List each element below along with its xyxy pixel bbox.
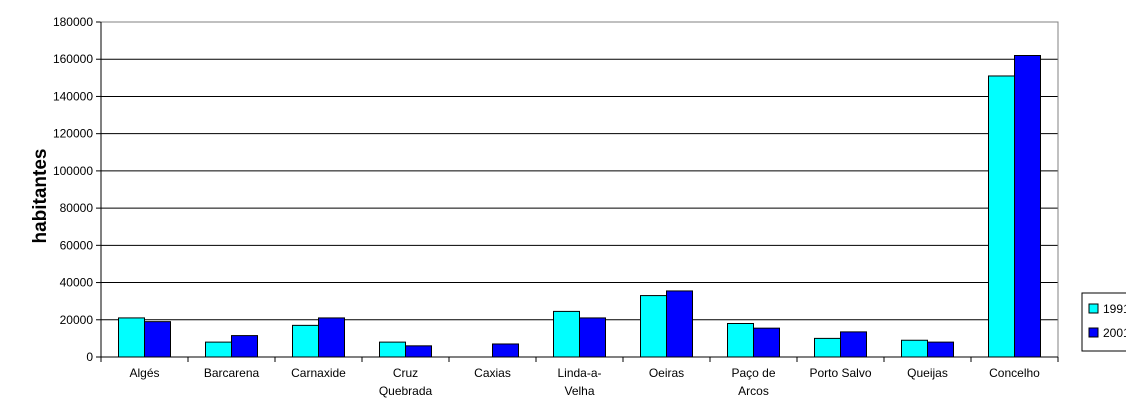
y-tick-labels: 0 20000 40000 60000 80000 100000 120000 140000 1… xyxy=(53,15,93,364)
y-tick-label: 60000 xyxy=(60,238,94,252)
y-tick-label: 140000 xyxy=(53,89,93,103)
bar-2001 xyxy=(753,327,780,358)
x-tick-label: Concelho xyxy=(989,366,1040,380)
y-tick-label: 120000 xyxy=(53,127,93,141)
bar-2001 xyxy=(666,290,693,358)
bar-2001 xyxy=(579,317,606,358)
bar-1991 xyxy=(727,323,754,358)
legend-swatch xyxy=(1088,327,1099,338)
bar-1991 xyxy=(118,317,145,358)
bar-2001 xyxy=(1014,55,1041,358)
plot-area-border xyxy=(100,21,1059,358)
bar-2001 xyxy=(927,341,954,358)
bar-1991 xyxy=(205,341,232,358)
bar-2001 xyxy=(318,317,345,358)
bar-2001 xyxy=(840,331,867,358)
legend: 1991 2001 xyxy=(1081,292,1126,352)
bar-2001 xyxy=(405,345,432,358)
x-tick-label: Paço de Arcos xyxy=(731,366,775,398)
axes xyxy=(96,21,1059,362)
x-tick-label: Porto Salvo xyxy=(809,366,871,380)
bars xyxy=(118,55,1041,358)
y-tick-label: 100000 xyxy=(53,164,93,178)
x-tick-label: Cruz Quebrada xyxy=(379,366,433,398)
y-tick-label: 0 xyxy=(86,350,93,364)
y-axis-label: habitantes xyxy=(30,148,51,243)
y-tick-label: 20000 xyxy=(60,313,94,327)
y-tick-label: 180000 xyxy=(53,15,93,29)
bar-1991 xyxy=(553,310,580,358)
x-tick-label: Barcarena xyxy=(204,366,260,380)
x-tick-label: Queijas xyxy=(907,366,948,380)
bar-1991 xyxy=(379,341,406,358)
bar-1991 xyxy=(292,324,319,358)
y-tick-label: 80000 xyxy=(60,201,94,215)
bar-1991 xyxy=(640,295,667,358)
x-tick-label: Linda-a-Velha xyxy=(557,366,601,398)
x-tick-label: Carnaxide xyxy=(291,366,346,380)
bar-2001 xyxy=(144,321,171,358)
bar-2001 xyxy=(492,343,519,358)
y-tick-label: 160000 xyxy=(53,52,93,66)
x-tick-label: Oeiras xyxy=(649,366,684,380)
x-tick-label: Algés xyxy=(129,366,159,380)
legend-label: 2001 xyxy=(1103,326,1126,340)
legend-swatch xyxy=(1088,303,1099,314)
bar-1991 xyxy=(988,75,1015,358)
legend-label: 1991 xyxy=(1103,302,1126,316)
y-tick-label: 40000 xyxy=(60,276,94,290)
bar-2001 xyxy=(231,335,258,358)
bar-1991 xyxy=(814,337,841,358)
x-tick-label: Caxias xyxy=(474,366,511,380)
gridlines xyxy=(101,21,1058,321)
bar-1991 xyxy=(901,339,928,358)
x-tick-labels: Algés Barcarena Carnaxide Cruz Quebrada Caxia… xyxy=(129,366,1040,398)
